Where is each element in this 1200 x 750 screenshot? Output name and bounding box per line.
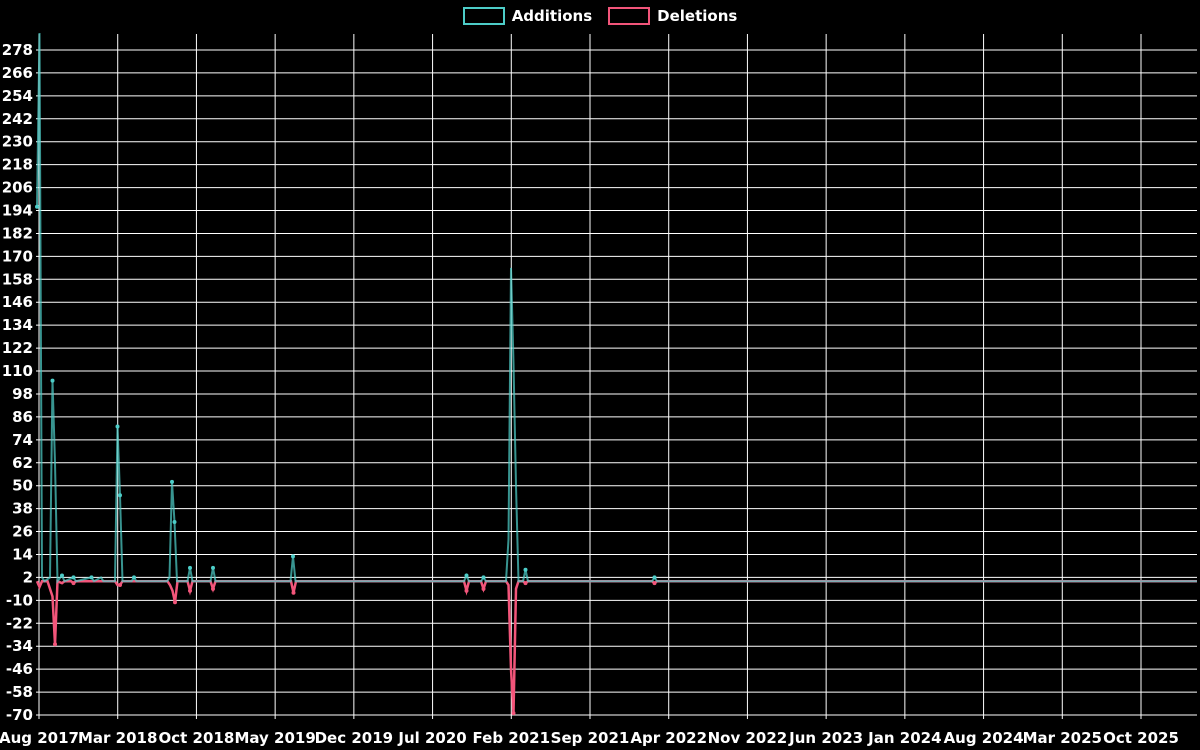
legend-item-additions[interactable]: Additions [462,7,593,25]
legend-label-deletions: Deletions [657,7,738,25]
svg-text:Nov 2022: Nov 2022 [708,729,788,747]
svg-text:-34: -34 [6,637,33,655]
svg-text:Mar 2025: Mar 2025 [1023,729,1102,747]
svg-text:110: 110 [2,362,33,380]
svg-text:-22: -22 [6,614,33,632]
additions-line [36,33,1197,585]
svg-text:206: 206 [2,179,33,197]
svg-text:62: 62 [12,454,33,472]
svg-text:74: 74 [12,431,33,449]
svg-text:146: 146 [2,293,33,311]
legend-label-additions: Additions [511,7,593,25]
svg-text:278: 278 [2,41,33,59]
svg-text:Aug 2024: Aug 2024 [944,729,1024,747]
svg-text:50: 50 [12,477,33,495]
plot-area [35,33,1197,716]
chart-legend: Additions Deletions [0,7,1200,25]
svg-text:Jul 2020: Jul 2020 [397,729,466,747]
svg-text:-10: -10 [6,591,33,609]
y-axis-labels: 278 266 254 242 230 218 206 194 182 170 158 146 134 1… [2,41,33,724]
additions-markers [35,204,657,580]
svg-text:134: 134 [2,316,33,334]
svg-text:Mar 2018: Mar 2018 [78,729,157,747]
additions-swatch-icon [462,7,505,25]
svg-text:242: 242 [2,110,33,128]
svg-text:Aug 2017: Aug 2017 [0,729,79,747]
svg-text:86: 86 [12,408,33,426]
legend-item-deletions[interactable]: Deletions [608,7,737,25]
svg-text:158: 158 [2,270,33,288]
svg-text:Oct 2025: Oct 2025 [1103,729,1179,747]
svg-text:194: 194 [2,202,33,220]
svg-text:230: 230 [2,133,33,151]
deletions-markers [53,581,657,716]
svg-text:Dec 2019: Dec 2019 [315,729,394,747]
svg-text:-70: -70 [6,706,33,724]
gridlines [36,34,1197,719]
svg-text:-58: -58 [6,683,33,701]
svg-text:Sep 2021: Sep 2021 [551,729,630,747]
svg-text:14: 14 [12,545,33,563]
svg-text:38: 38 [12,500,33,518]
svg-text:Apr 2022: Apr 2022 [630,729,707,747]
svg-text:Oct 2018: Oct 2018 [159,729,235,747]
svg-text:170: 170 [2,247,33,265]
svg-text:Feb 2021: Feb 2021 [473,729,551,747]
deletions-line [35,579,1197,714]
svg-text:218: 218 [2,156,33,174]
svg-text:-46: -46 [6,660,33,678]
svg-text:266: 266 [2,64,33,82]
svg-text:254: 254 [2,87,33,105]
svg-text:May 2019: May 2019 [234,729,315,747]
svg-text:2: 2 [23,568,33,586]
deletions-swatch-icon [608,7,651,25]
svg-text:26: 26 [12,523,33,541]
svg-text:122: 122 [2,339,33,357]
svg-text:182: 182 [2,224,33,242]
svg-text:98: 98 [12,385,33,403]
svg-text:Jan 2024: Jan 2024 [867,729,941,747]
svg-text:Jun 2023: Jun 2023 [788,729,863,747]
